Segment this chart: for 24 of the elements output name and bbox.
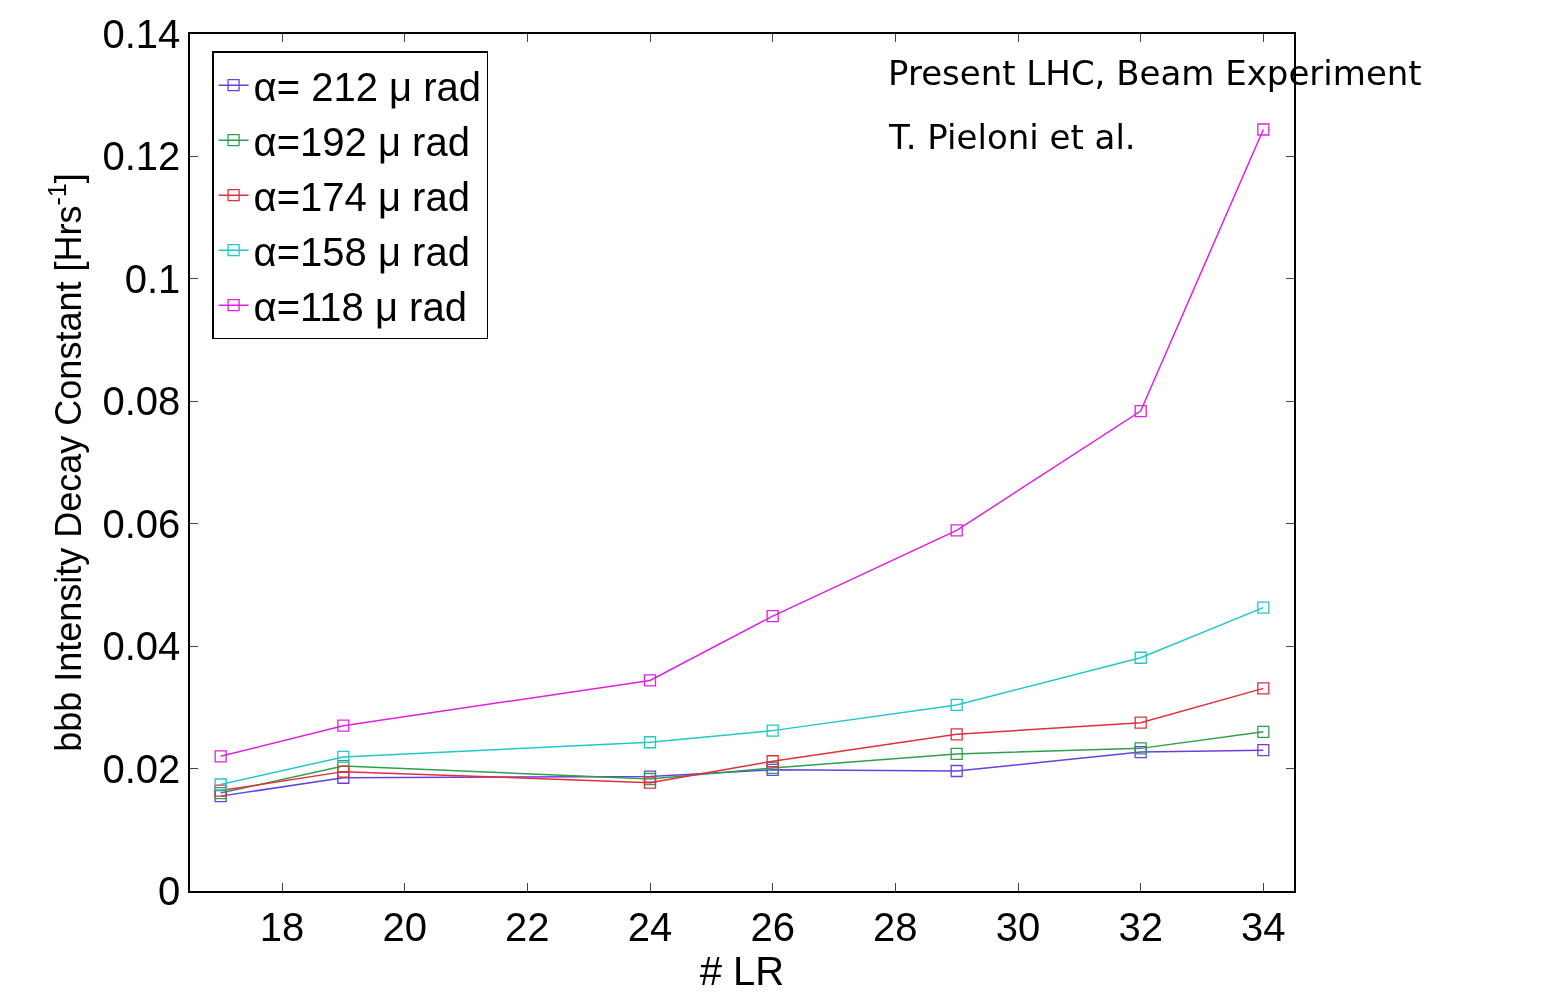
legend-label: α=158 μ rad: [253, 229, 470, 274]
y-tick-label: 0.12: [102, 134, 181, 179]
y-tick-label: 0.1: [124, 256, 181, 301]
x-axis-title: # LR: [699, 948, 785, 993]
x-tick-label: 28: [873, 904, 918, 949]
legend-label: α= 212 μ rad: [253, 64, 481, 109]
x-tick-label: 24: [627, 904, 673, 949]
legend-label: α=174 μ rad: [253, 174, 470, 219]
x-tick-label: 34: [1241, 904, 1286, 949]
x-tick-label: 22: [505, 904, 550, 949]
y-tick-label: 0.14: [102, 12, 181, 56]
legend-label: α=192 μ rad: [253, 119, 470, 164]
x-tick-label: 32: [1118, 904, 1163, 949]
x-tick-label: 20: [382, 904, 427, 949]
y-tick-label: 0.04: [102, 624, 181, 669]
annotation: T. Pieloni et al.: [888, 117, 1136, 157]
y-tick-label: 0.02: [102, 746, 181, 791]
y-tick-label: 0.08: [102, 379, 181, 424]
legend-label: α=118 μ rad: [253, 284, 467, 329]
x-tick-label: 30: [995, 904, 1041, 949]
y-tick-label: 0: [158, 869, 181, 913]
y-tick-label: 0.06: [102, 501, 181, 546]
x-tick-label: 26: [750, 904, 795, 949]
x-tick-label: 18: [259, 904, 305, 949]
